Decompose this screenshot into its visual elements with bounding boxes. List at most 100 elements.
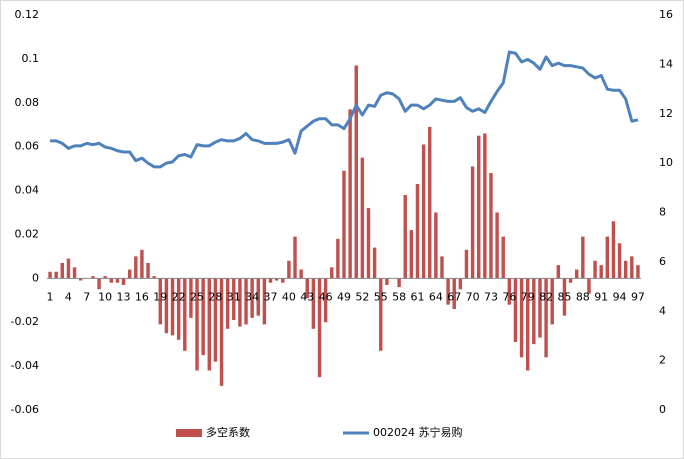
bar — [78, 278, 83, 281]
x-tick-label: 22 — [172, 290, 186, 303]
bar — [183, 278, 187, 351]
bar — [550, 278, 554, 325]
bar — [544, 278, 548, 358]
bar — [452, 278, 456, 310]
bar — [599, 265, 603, 279]
bar — [611, 221, 616, 279]
bar — [630, 256, 634, 279]
bar — [72, 267, 77, 279]
bar — [164, 278, 169, 334]
x-tick-label: 85 — [557, 290, 571, 303]
y2-tick-label: 4 — [659, 304, 666, 317]
bar — [434, 212, 438, 279]
x-tick-label: 16 — [135, 290, 149, 303]
bar — [446, 278, 450, 305]
bar — [556, 265, 561, 279]
x-tick-label: 73 — [484, 290, 498, 303]
bar — [415, 183, 420, 279]
bar — [519, 278, 524, 358]
bar — [293, 236, 297, 279]
bar — [360, 157, 365, 279]
bar — [513, 278, 518, 342]
bar — [574, 269, 579, 279]
legend-swatch — [176, 429, 202, 437]
y-tick-label: 0.04 — [15, 184, 40, 197]
bar — [348, 109, 352, 279]
bar — [201, 278, 205, 356]
bar — [587, 278, 591, 294]
bar — [97, 278, 101, 290]
bar — [189, 278, 193, 318]
x-tick-label: 46 — [319, 290, 333, 303]
bar — [115, 278, 120, 283]
bar — [342, 170, 346, 279]
x-tick-label: 88 — [576, 290, 590, 303]
bar — [170, 278, 175, 336]
x-tick-label: 40 — [282, 290, 296, 303]
bar — [305, 278, 309, 299]
bar — [274, 278, 279, 281]
bar — [268, 278, 273, 283]
x-tick-label: 1 — [47, 290, 54, 303]
bar — [458, 278, 463, 290]
bar — [127, 269, 132, 279]
x-tick-label: 10 — [98, 290, 112, 303]
line — [50, 50, 639, 169]
bar — [256, 278, 260, 316]
bar — [146, 262, 150, 279]
bar — [54, 271, 58, 279]
bar — [483, 133, 487, 279]
bar — [109, 278, 114, 283]
y-tick-label: -0.06 — [11, 403, 39, 416]
bar — [250, 278, 254, 318]
bar — [372, 247, 377, 279]
x-tick-label: 61 — [410, 290, 424, 303]
bar — [244, 278, 248, 325]
x-tick-label: 94 — [613, 290, 627, 303]
x-tick-label: 19 — [153, 290, 167, 303]
y-tick-label: 0.12 — [15, 8, 40, 21]
bar — [354, 65, 358, 279]
bar — [464, 249, 469, 279]
bar — [525, 278, 530, 371]
bar — [219, 278, 224, 386]
x-tick-label: 49 — [337, 290, 351, 303]
y2-tick-label: 16 — [659, 8, 673, 21]
bar — [385, 278, 389, 285]
bar — [532, 278, 536, 345]
bar — [636, 265, 640, 279]
x-tick-label: 76 — [502, 290, 516, 303]
bar — [470, 166, 475, 279]
bar — [501, 236, 505, 279]
bar — [299, 269, 303, 279]
bar — [507, 278, 512, 305]
bar — [281, 278, 285, 283]
x-tick-label: 34 — [245, 290, 259, 303]
x-tick-label: 55 — [374, 290, 388, 303]
y-tick-label: 0.1 — [22, 52, 40, 65]
bar — [262, 278, 267, 325]
y2-tick-label: 6 — [659, 255, 666, 268]
bar — [623, 260, 628, 279]
bar — [176, 278, 181, 340]
bar — [538, 278, 542, 338]
y-tick-label: 0 — [32, 271, 39, 284]
bar — [152, 276, 156, 279]
x-tick-label: 37 — [264, 290, 278, 303]
bar — [213, 278, 218, 362]
bar — [562, 278, 567, 316]
y-tick-label: 0.06 — [15, 140, 40, 153]
bar — [207, 278, 211, 371]
bar — [330, 267, 334, 279]
x-tick-label: 13 — [117, 290, 131, 303]
bar — [477, 135, 481, 279]
bar — [366, 208, 371, 279]
y-tick-label: -0.02 — [11, 315, 39, 328]
x-tick-label: 64 — [429, 290, 443, 303]
x-tick-label: 31 — [227, 290, 241, 303]
x-tick-label: 91 — [594, 290, 608, 303]
bar — [421, 144, 426, 279]
x-tick-label: 7 — [83, 290, 90, 303]
